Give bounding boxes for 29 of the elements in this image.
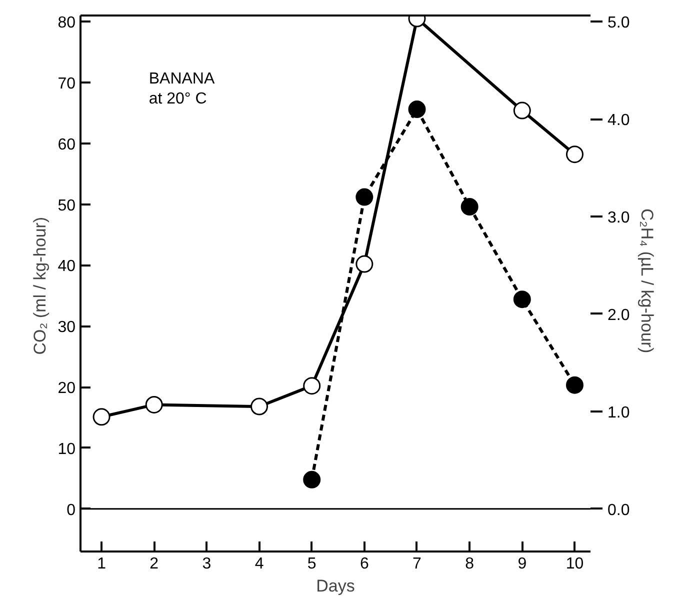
y2-tick-label: 0.0 <box>608 502 630 519</box>
x-tick-label: 8 <box>465 556 474 572</box>
x-tick-label: 2 <box>150 556 159 572</box>
y-tick-label: 60 <box>58 136 76 154</box>
x-tick-label: 1 <box>97 556 106 572</box>
y-tick-label: 40 <box>58 258 76 276</box>
y-tick-label: 70 <box>58 76 76 92</box>
x-tick-label: 6 <box>360 556 369 572</box>
y2-tick-label: 1.0 <box>608 404 630 422</box>
y-tick-label: 80 <box>58 14 76 32</box>
y-tick-label: 20 <box>58 380 76 398</box>
y2-tick-label: 3.0 <box>608 210 630 226</box>
annotation: BANANA at 20° C <box>148 70 215 108</box>
y2-tick-label: 5.0 <box>608 14 630 32</box>
y2-axis-title: C₂H₄ (µL / kg-hour) <box>638 208 657 354</box>
y-tick-label: 10 <box>58 440 76 458</box>
x-tick-label: 3 <box>202 556 212 572</box>
x-tick-label: 9 <box>518 556 527 572</box>
y-tick-label: 30 <box>58 319 76 336</box>
y2-tick-label: 2.0 <box>608 306 630 324</box>
x-axis-title: Days <box>316 576 355 596</box>
y-tick-label: 50 <box>58 197 76 214</box>
x-tick-label: 5 <box>307 556 316 572</box>
x-tick-label: 7 <box>412 556 422 572</box>
x-tick-label: 4 <box>254 556 264 572</box>
x-tick-label: 10 <box>566 556 584 572</box>
y-tick-label: 0 <box>66 502 76 519</box>
y2-tick-label: 4.0 <box>608 112 630 130</box>
y-axis-title: CO₂ (ml / kg-hour) <box>30 216 50 355</box>
